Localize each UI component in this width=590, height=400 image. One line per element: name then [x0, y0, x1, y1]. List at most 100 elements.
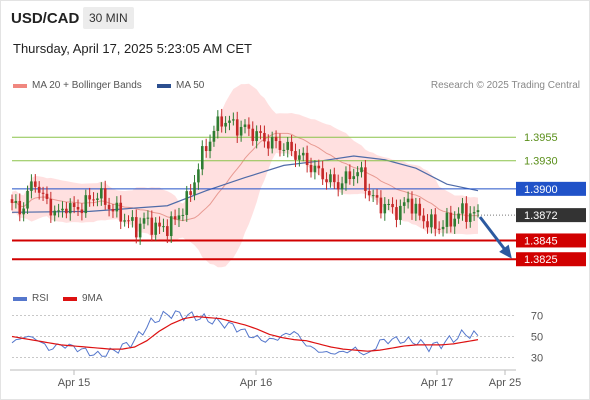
- candle-body: [433, 214, 437, 229]
- legend-rsi: RSI: [13, 293, 49, 304]
- legend-ma50-swatch: [157, 83, 171, 88]
- candle-body: [224, 122, 227, 127]
- legend-ma50: MA 50: [157, 80, 204, 91]
- rsi-tick-70: 70: [531, 311, 543, 323]
- candle-body: [181, 214, 185, 216]
- candle-body: [208, 141, 212, 152]
- candle-body: [399, 205, 402, 220]
- candle-body: [313, 165, 317, 173]
- candle-body: [360, 167, 363, 173]
- candle-body: [96, 198, 99, 200]
- level-label-1.3900: 1.3900: [524, 184, 558, 196]
- x-tick-label-2: Apr 17: [421, 377, 453, 389]
- candle-body: [111, 209, 115, 212]
- candle-body: [185, 191, 189, 215]
- candle-body: [134, 217, 138, 238]
- rsi-tick-30: 30: [531, 353, 543, 365]
- candle-body: [169, 216, 173, 237]
- candle-body: [247, 124, 251, 129]
- candle-body: [430, 214, 433, 228]
- legend-rsi-label: RSI: [32, 293, 49, 304]
- level-label-1.3872: 1.3872: [524, 210, 558, 222]
- candle-body: [336, 182, 340, 190]
- x-tick-label-0: Apr 15: [58, 377, 90, 389]
- candle-body: [68, 203, 72, 214]
- legend-ma20-swatch: [13, 83, 27, 88]
- level-label-bg-1.3900: [516, 181, 586, 196]
- candle-body: [457, 213, 460, 219]
- timeframe-badge[interactable]: 30 MIN: [83, 7, 134, 29]
- candle-body: [72, 203, 76, 207]
- candle-body: [301, 152, 305, 156]
- candle-body: [92, 199, 95, 201]
- candle-body: [422, 215, 425, 222]
- rsi-series-RSI: [11, 310, 479, 357]
- candle-body: [309, 165, 313, 173]
- candle-body: [189, 191, 192, 195]
- symbol-title: USD/CAD: [11, 10, 80, 27]
- candle-body: [158, 222, 161, 227]
- candle-body: [41, 192, 45, 194]
- candle-body: [84, 195, 88, 214]
- candle-body: [115, 202, 119, 212]
- candle-body: [220, 116, 223, 127]
- candle-body: [251, 128, 255, 142]
- candle-body: [356, 172, 359, 177]
- x-tick-label-1: Apr 16: [240, 377, 272, 389]
- candle-body: [22, 208, 25, 215]
- legend-9ma: 9MA: [63, 293, 103, 304]
- candle-body: [274, 136, 278, 142]
- candle-body: [453, 218, 456, 227]
- candle-body: [461, 203, 464, 214]
- candle-body: [173, 216, 177, 220]
- candle-body: [239, 126, 243, 136]
- candle-body: [14, 200, 18, 203]
- candle-body: [298, 155, 301, 160]
- candle-body: [468, 213, 472, 222]
- candle-body: [150, 217, 154, 235]
- candle-body: [57, 210, 60, 212]
- candle-body: [103, 188, 107, 205]
- candle-body: [282, 149, 286, 151]
- candle-body: [426, 221, 429, 228]
- candle-body: [294, 151, 297, 160]
- candle-body: [476, 210, 480, 213]
- candle-body: [325, 179, 328, 183]
- candle-body: [402, 202, 406, 206]
- candle-body: [259, 131, 262, 133]
- candle-body: [197, 169, 200, 183]
- timestamp: Thursday, April 17, 2025 5:23:05 AM CET: [13, 41, 252, 56]
- level-label-bg-1.3845: [516, 233, 586, 248]
- candle-body: [30, 181, 33, 191]
- legend-ma50-label: MA 50: [176, 80, 205, 91]
- candle-body: [375, 195, 379, 198]
- candle-body: [352, 176, 356, 180]
- candle-body: [263, 132, 266, 142]
- candle-body: [344, 171, 348, 184]
- candle-body: [88, 195, 91, 200]
- candle-body: [154, 222, 157, 235]
- candle-body: [100, 188, 103, 199]
- candle-body: [383, 203, 387, 214]
- candle-body: [317, 165, 321, 169]
- candle-body: [127, 220, 130, 222]
- candle-body: [391, 203, 394, 208]
- candle-body: [61, 208, 64, 211]
- rsi-tick-50: 50: [531, 332, 543, 344]
- candle-body: [119, 202, 123, 222]
- candle-body: [162, 226, 165, 228]
- legend-ma20-label: MA 20 + Bollinger Bands: [32, 80, 142, 91]
- candle-body: [255, 131, 258, 142]
- candle-body: [340, 183, 344, 190]
- candle-body: [107, 204, 111, 210]
- candle-body: [290, 141, 293, 152]
- candle-body: [243, 124, 247, 127]
- candle-body: [10, 199, 14, 203]
- candle-body: [193, 182, 196, 195]
- x-tick-label-3: Apr 25: [489, 377, 521, 389]
- candle-body: [437, 228, 441, 230]
- level-label-1.3955: 1.3955: [524, 132, 558, 144]
- credit-text: Research © 2025 Trading Central: [430, 80, 580, 91]
- candle-body: [65, 208, 68, 214]
- candle-body: [235, 119, 239, 136]
